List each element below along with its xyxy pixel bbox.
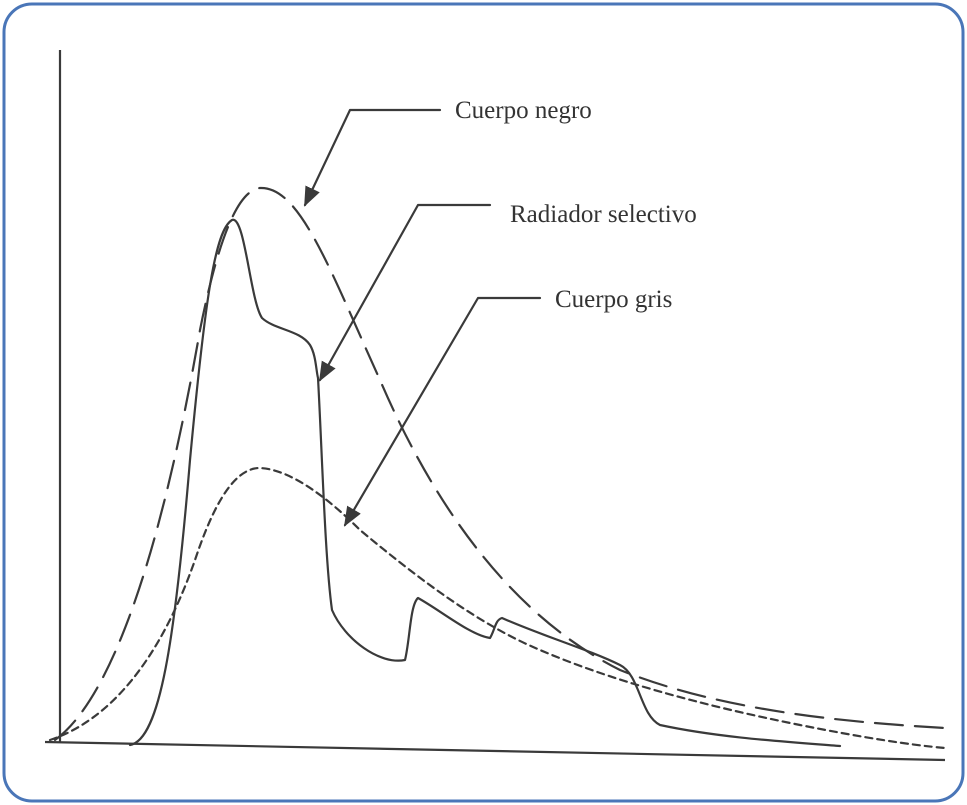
black-body-curve xyxy=(53,186,947,742)
gray-body-curve xyxy=(48,466,947,750)
arrow xyxy=(303,108,442,207)
arrow xyxy=(318,203,492,382)
label: Radiador selectivo xyxy=(510,201,697,228)
label: Cuerpo negro xyxy=(455,97,592,124)
label: Cuerpo gris xyxy=(555,286,672,313)
x-axis xyxy=(44,740,946,762)
arrow xyxy=(343,296,542,527)
selective-radiator-curve xyxy=(128,218,842,748)
